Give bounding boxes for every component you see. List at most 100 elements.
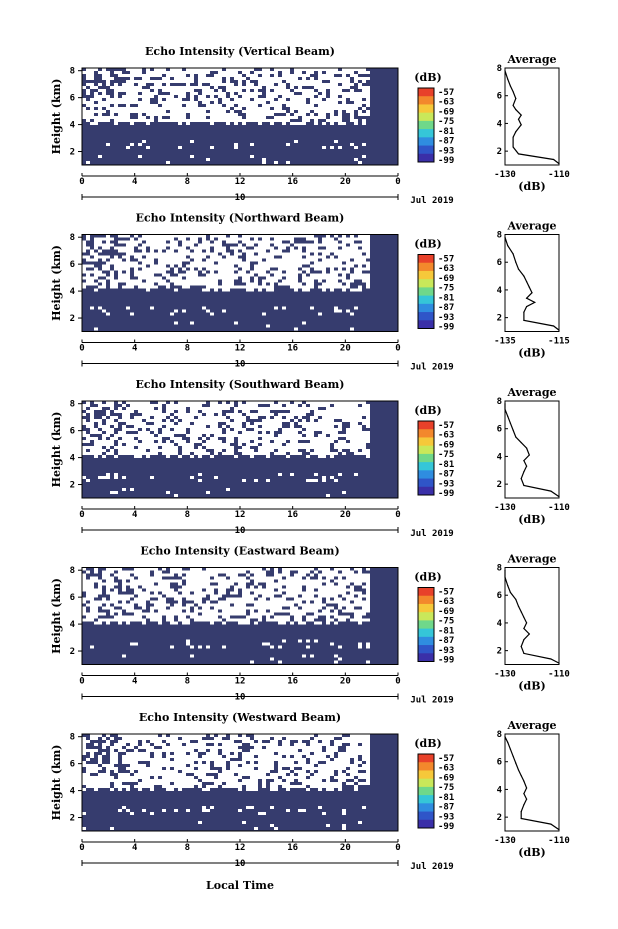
heatmap-cell <box>222 288 226 292</box>
heatmap-cell <box>362 410 366 413</box>
heatmap-cell <box>238 576 242 580</box>
heatmap-cell <box>294 612 298 616</box>
heatmap-cell <box>274 422 278 425</box>
heatmap-cell <box>154 237 158 241</box>
heatmap-cell <box>266 446 270 449</box>
heatmap-cell <box>274 110 278 113</box>
profile-y-tick-label: 8 <box>497 564 502 574</box>
heatmap-cell <box>190 576 194 580</box>
heatmap-cell <box>314 255 318 259</box>
heatmap-cell <box>202 270 206 274</box>
heatmap-cell <box>230 591 234 595</box>
heatmap-cell <box>122 618 126 622</box>
heatmap-cell <box>214 113 218 116</box>
heatmap-cell <box>138 609 142 613</box>
heatmap-cell <box>178 119 182 122</box>
heatmap-cell <box>286 416 290 419</box>
heatmap-cell <box>130 579 134 583</box>
x-tick-label: 12 <box>235 177 246 187</box>
heatmap-cell <box>226 431 230 434</box>
heatmap-cell <box>150 252 154 256</box>
heatmap-cell <box>286 446 290 449</box>
heatmap-cell <box>322 240 326 244</box>
heatmap-cell <box>106 83 110 86</box>
heatmap-cell <box>146 240 150 244</box>
heatmap-cell <box>126 576 130 580</box>
heatmap-cell <box>302 597 306 601</box>
heatmap-cell <box>278 425 282 428</box>
heatmap-cell <box>354 404 358 407</box>
heatmap-cell <box>282 279 286 283</box>
heatmap-cell <box>358 276 362 280</box>
heatmap-cell <box>334 98 338 101</box>
heatmap-cell <box>254 276 258 280</box>
heatmap-cell <box>278 588 282 592</box>
heatmap-cell <box>202 740 206 743</box>
heatmap-cell <box>202 410 206 413</box>
heatmap-cell <box>194 240 198 244</box>
y-tick-label: 4 <box>70 121 76 131</box>
heatmap-cell <box>182 431 186 434</box>
heatmap-cell <box>354 573 358 577</box>
heatmap-cell <box>290 104 294 107</box>
heatmap-cell <box>170 74 174 77</box>
heatmap-cell <box>122 119 126 122</box>
heatmap-cell <box>178 443 182 446</box>
heatmap-cell <box>350 119 354 122</box>
heatmap-cell <box>366 98 370 101</box>
heatmap-cell <box>118 615 122 619</box>
heatmap-cell <box>214 83 218 86</box>
heatmap-cell <box>294 98 298 101</box>
heatmap-cell <box>178 782 182 785</box>
heatmap-cell <box>266 267 270 271</box>
colorbar-tick-label: -87 <box>438 303 454 313</box>
heatmap-cell <box>110 600 114 604</box>
heatmap-cell <box>226 279 230 283</box>
heatmap-cell <box>326 585 330 589</box>
heatmap-cell <box>222 452 226 455</box>
heatmap-cell <box>210 603 214 607</box>
heatmap-cell <box>342 419 346 422</box>
heatmap-cell <box>314 600 318 604</box>
heatmap-cell <box>274 104 278 107</box>
profile-title: Average <box>506 220 556 233</box>
heatmap-cell <box>150 243 154 247</box>
heatmap-cell <box>94 407 98 410</box>
date-label: 10 <box>235 526 246 536</box>
heatmap-cell <box>210 588 214 592</box>
heatmap-cell <box>210 234 214 238</box>
heatmap-cell <box>322 594 326 598</box>
heatmap-cell <box>234 419 238 422</box>
heatmap-cell <box>218 410 222 413</box>
heatmap-cell <box>350 573 354 577</box>
heatmap-cell <box>318 621 322 625</box>
heatmap-cell <box>258 270 262 274</box>
heatmap-cell <box>218 782 222 785</box>
heatmap-cell <box>166 273 170 277</box>
heatmap-cell <box>318 80 322 83</box>
heatmap-cell <box>118 86 122 89</box>
heatmap-cell <box>174 407 178 410</box>
heatmap-cell <box>146 92 150 95</box>
heatmap-cell <box>158 770 162 773</box>
x-tick-label: 16 <box>287 177 298 187</box>
heatmap-cell <box>278 434 282 437</box>
heatmap-cell <box>114 573 118 577</box>
heatmap-cell <box>218 267 222 271</box>
heatmap-cell <box>118 443 122 446</box>
heatmap-cell <box>266 86 270 89</box>
heatmap-cell <box>182 282 186 286</box>
heatmap-cell <box>342 285 346 289</box>
heatmap-cell <box>346 428 350 431</box>
colorbar-tick-label: -93 <box>438 479 454 489</box>
heatmap-cell <box>214 276 218 280</box>
heatmap-cell <box>202 71 206 74</box>
heatmap-cell <box>230 86 234 89</box>
heatmap-cell <box>170 773 174 776</box>
heatmap-cell <box>326 612 330 616</box>
colorbar-swatch <box>418 628 434 638</box>
heatmap-cell <box>346 86 350 89</box>
heatmap-cell <box>246 285 250 289</box>
heatmap-cell <box>282 618 286 622</box>
heatmap-cell <box>122 264 126 268</box>
